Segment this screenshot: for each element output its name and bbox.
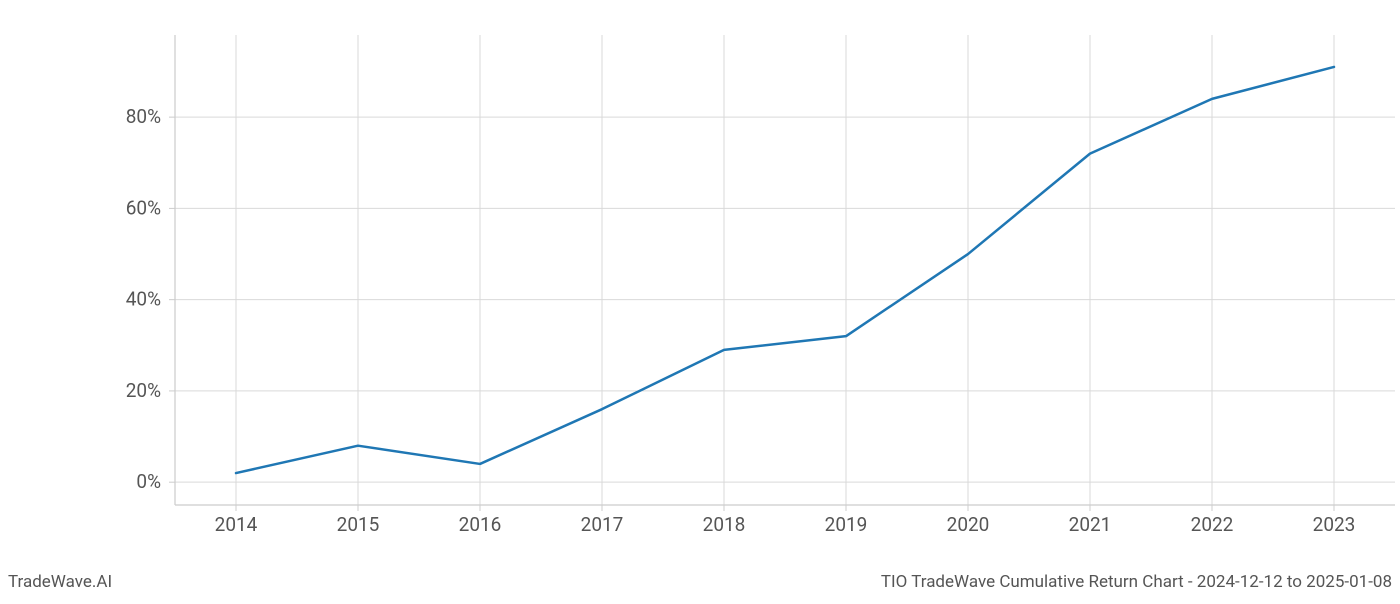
x-tick-label: 2014 <box>215 513 258 536</box>
x-tick-label: 2016 <box>459 513 502 536</box>
y-tick-label: 20% <box>126 379 161 402</box>
chart-container: 0% 20% 40% 60% 80% 2014 2015 2016 2017 2018 2019 20… <box>0 0 1400 600</box>
footer-brand: TradeWave.AI <box>8 572 112 592</box>
y-tick-label: 40% <box>126 288 161 311</box>
x-tick-label: 2023 <box>1313 513 1356 536</box>
x-tick-label: 2020 <box>947 513 990 536</box>
footer-caption: TIO TradeWave Cumulative Return Chart - … <box>881 572 1392 592</box>
y-tick-label: 60% <box>126 196 161 219</box>
x-tick-label: 2021 <box>1069 513 1112 536</box>
y-tick-label: 0% <box>136 470 161 493</box>
line-chart: 0% 20% 40% 60% 80% 2014 2015 2016 2017 2018 2019 20… <box>0 0 1400 600</box>
x-tick-label: 2015 <box>337 513 380 536</box>
x-tick-label: 2022 <box>1191 513 1234 536</box>
x-tick-label: 2017 <box>581 513 624 536</box>
x-tick-label: 2019 <box>825 513 868 536</box>
x-tick-label: 2018 <box>703 513 746 536</box>
y-tick-label: 80% <box>126 105 161 128</box>
